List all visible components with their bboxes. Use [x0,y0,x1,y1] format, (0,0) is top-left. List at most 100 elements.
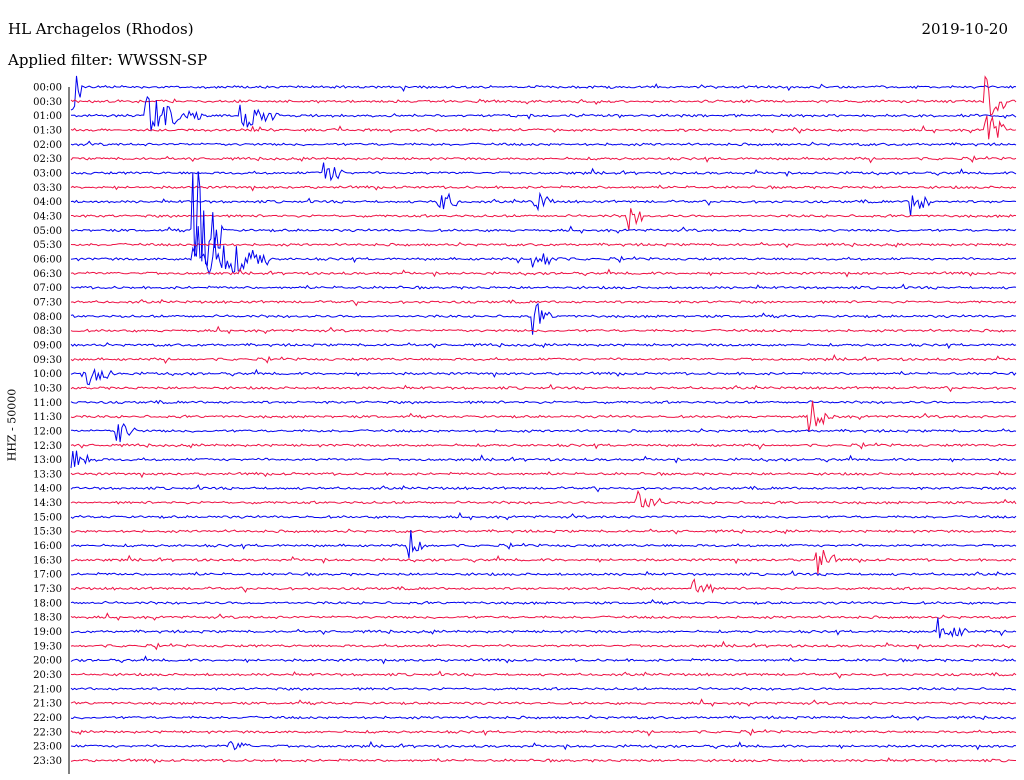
row-label: 02:00 [33,140,62,151]
row-label: 06:00 [33,254,62,265]
row-label: 09:00 [33,340,62,351]
trace-line [70,400,1017,432]
row-label: 23:00 [33,742,62,753]
trace-line [70,599,1017,605]
trace-line [71,578,1017,594]
trace-line [70,241,1017,249]
trace-line [70,728,1017,737]
row-label: 16:00 [33,541,62,552]
row-label: 11:30 [33,412,62,423]
row-label: 00:30 [33,97,62,108]
row-label-group: 00:00 00:30 01:00 01:30 02:00 02:30 03:00 03:30… [33,83,62,768]
trace-line [70,342,1017,350]
row-label: 12:30 [33,441,62,452]
trace-line [70,298,1017,307]
trace-line [70,353,1017,365]
trace-line [70,698,1016,707]
row-label: 04:30 [33,211,62,222]
trace-line [71,208,1017,231]
trace-line [70,140,1017,147]
trace-line [70,162,1017,182]
trace-line [70,325,1017,335]
trace-line [70,714,1016,721]
trace-line [70,670,1017,679]
row-label: 01:00 [33,111,62,122]
trace-line [71,549,1017,575]
row-label: 17:00 [33,570,62,581]
row-label: 09:30 [33,355,62,366]
trace-line [70,570,1017,577]
trace-line [70,383,1017,393]
trace-line [70,484,1017,493]
trace-line [71,530,1017,559]
trace-line [70,470,1017,479]
trace-group [70,75,1017,764]
row-label: 03:00 [33,168,62,179]
station-title: HL Archagelos (Rhodos) [8,20,194,38]
row-label: 00:00 [33,83,62,94]
trace-line [70,367,1017,386]
filter-subtitle: Applied filter: WWSSN-SP [8,51,208,69]
row-label: 05:00 [33,226,62,237]
row-label: 10:00 [33,369,62,380]
row-label: 20:00 [33,656,62,667]
row-label: 18:30 [33,613,62,624]
trace-line [70,399,1016,405]
row-label: 13:30 [33,469,62,480]
trace-line [70,226,1017,276]
trace-line [70,489,1017,508]
row-label: 19:00 [33,627,62,638]
row-label: 19:30 [33,641,62,652]
trace-line [70,191,1017,216]
trace-line [70,441,1017,451]
trace-line [70,283,1017,290]
row-label: 07:00 [33,283,62,294]
row-label: 20:30 [33,670,62,681]
row-label: 02:30 [33,154,62,165]
row-label: 12:00 [33,426,62,437]
trace-line [70,686,1017,691]
row-label: 03:30 [33,183,62,194]
row-label: 14:30 [33,498,62,509]
trace-line [70,617,1017,639]
row-label: 11:00 [33,398,62,409]
row-label: 14:00 [33,484,62,495]
row-label: 22:00 [33,713,62,724]
trace-line [70,184,1017,192]
trace-line [70,528,1017,535]
trace-line [70,757,1016,764]
row-label: 04:00 [33,197,62,208]
row-label: 23:30 [33,756,62,767]
row-label: 22:30 [33,727,62,738]
trace-line [70,740,1017,751]
row-label: 10:30 [33,383,62,394]
row-label: 08:00 [33,312,62,323]
row-label: 07:30 [33,297,62,308]
trace-line [70,511,1017,521]
row-label: 01:30 [33,125,62,136]
row-label: 06:30 [33,269,62,280]
trace-line [71,95,1017,132]
row-label: 17:30 [33,584,62,595]
date-label: 2019-10-20 [921,20,1008,38]
trace-line [70,75,1017,111]
trace-line [70,75,1017,117]
row-label: 15:00 [33,512,62,523]
row-label: 16:30 [33,555,62,566]
row-label: 21:30 [33,699,62,710]
row-label: 21:00 [33,684,62,695]
trace-line [70,655,1017,665]
trace-line [70,302,1017,335]
row-label: 08:30 [33,326,62,337]
trace-line [70,267,1017,278]
trace-line [70,640,1017,651]
row-label: 05:30 [33,240,62,251]
trace-line [70,155,1017,164]
trace-line [70,115,1017,140]
row-label: 15:30 [33,527,62,538]
row-label: 18:00 [33,598,62,609]
trace-line [70,612,1017,621]
row-label: 13:00 [33,455,62,466]
trace-line [70,423,1017,443]
